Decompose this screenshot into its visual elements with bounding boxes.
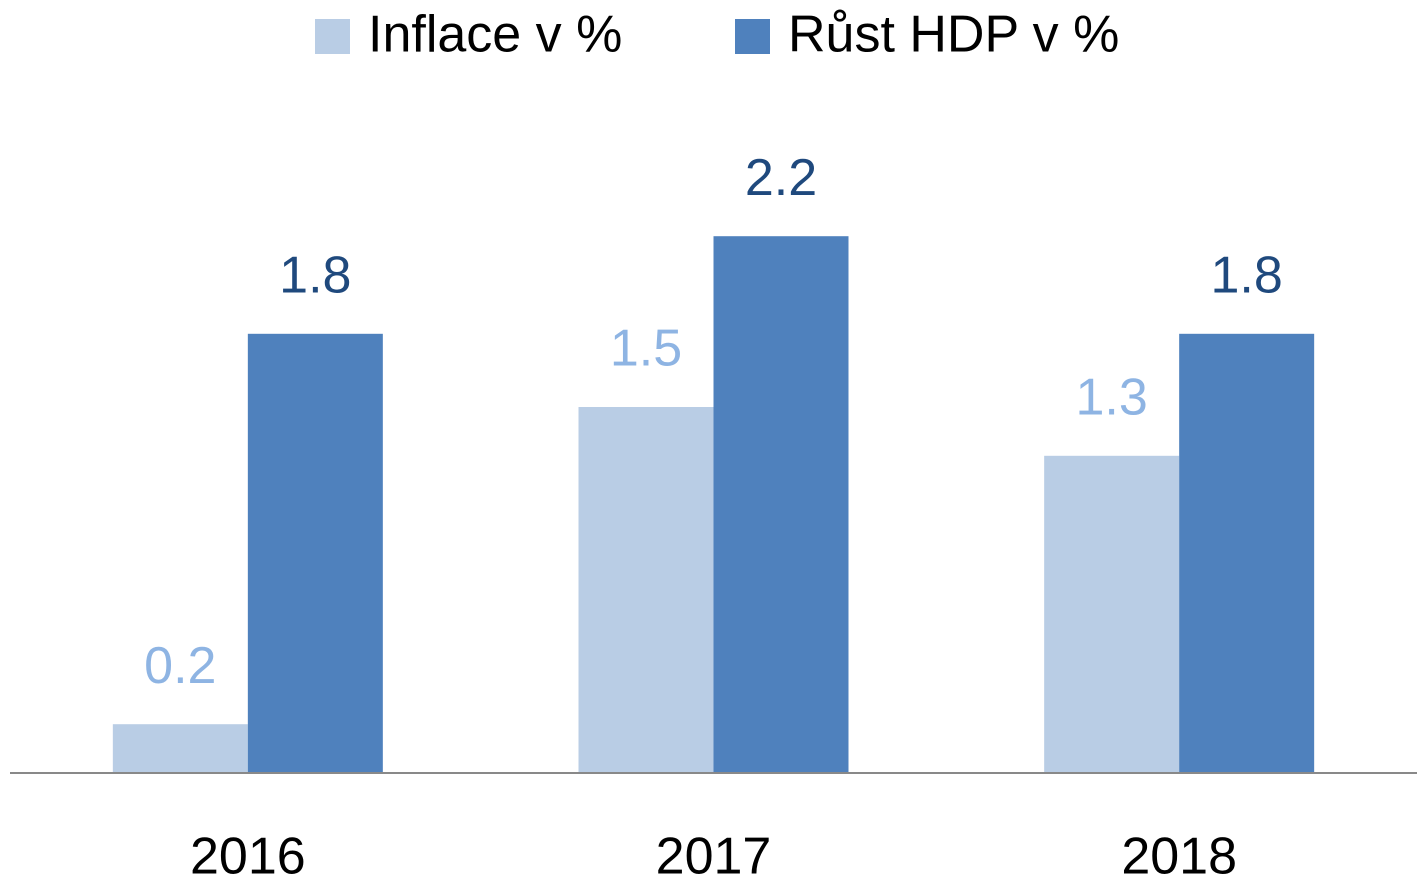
- value-label: 0.2: [144, 637, 216, 695]
- bar: [247, 333, 383, 773]
- legend-label: Inflace v %: [368, 6, 622, 64]
- value-label: 1.8: [1211, 247, 1283, 305]
- legend-swatch: [315, 19, 350, 54]
- bar: [713, 236, 849, 773]
- bar: [1179, 333, 1315, 773]
- value-label: 1.5: [610, 320, 682, 378]
- legend-swatch: [735, 19, 770, 54]
- x-tick-label: 2018: [1121, 828, 1237, 886]
- legend-label: Růst HDP v %: [788, 6, 1119, 64]
- x-tick-label: 2017: [656, 828, 772, 886]
- value-label: 2.2: [745, 149, 817, 207]
- bar: [112, 724, 248, 773]
- value-label: 1.8: [279, 247, 351, 305]
- bar: [578, 407, 714, 773]
- value-label: 1.3: [1076, 369, 1148, 427]
- bar: [1044, 455, 1180, 773]
- x-tick-label: 2016: [190, 828, 306, 886]
